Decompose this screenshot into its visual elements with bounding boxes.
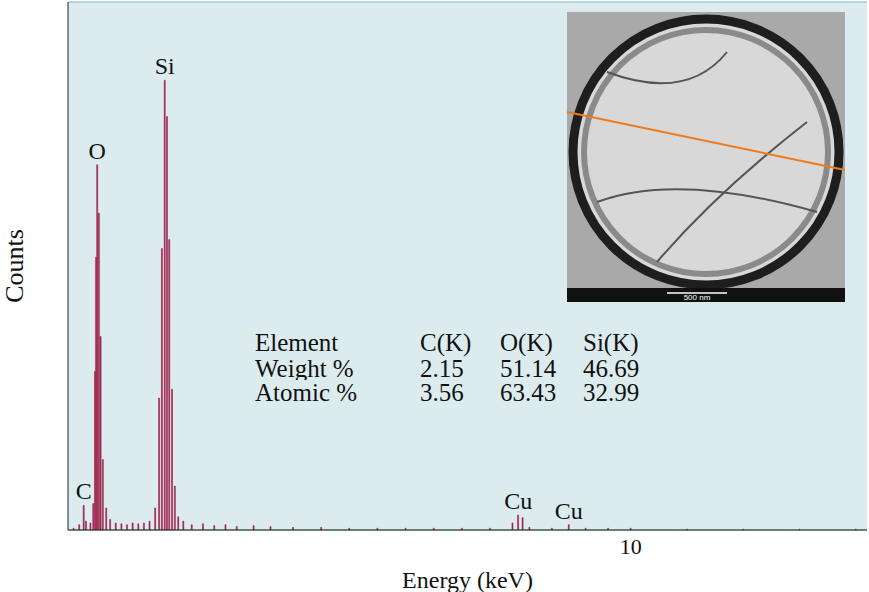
html-text:Weight %: Weight % xyxy=(255,355,354,382)
svg-text:C: C xyxy=(76,478,92,504)
html-text:32.99: 32.99 xyxy=(583,379,640,406)
html-text:Atomic %: Atomic % xyxy=(255,379,358,406)
svg-text:Counts: Counts xyxy=(0,229,29,303)
html-text:63.43: 63.43 xyxy=(500,379,557,406)
html-text:O(K): O(K) xyxy=(500,329,553,356)
svg-text:Cu: Cu xyxy=(555,498,583,524)
html-text:51.14: 51.14 xyxy=(500,355,557,382)
svg-text:500 nm: 500 nm xyxy=(684,293,711,302)
html-text:Element: Element xyxy=(255,329,339,356)
svg-text:O: O xyxy=(89,138,106,164)
html-text:46.69: 46.69 xyxy=(583,355,640,382)
html-text:C(K): C(K) xyxy=(420,329,472,356)
svg-text:Si: Si xyxy=(155,53,175,79)
svg-text:Energy (keV): Energy (keV) xyxy=(402,567,533,592)
html-text:2.15: 2.15 xyxy=(420,355,464,382)
html-text:Si(K): Si(K) xyxy=(583,329,639,356)
svg-text:10: 10 xyxy=(620,534,642,559)
html-text:3.56: 3.56 xyxy=(420,379,464,406)
svg-text:Cu: Cu xyxy=(504,488,532,514)
